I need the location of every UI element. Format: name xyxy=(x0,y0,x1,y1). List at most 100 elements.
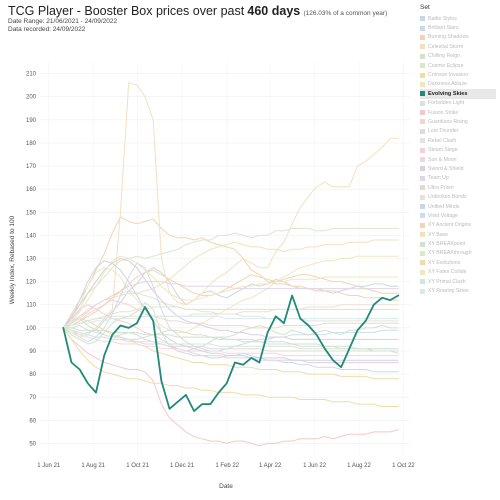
legend-item[interactable]: Sword & Shield xyxy=(420,164,496,173)
legend: Set Battle Styles Brilliant Stars Burning … xyxy=(420,4,496,296)
y-tick-label: 50 xyxy=(29,441,36,447)
legend-label: Ultra Prism xyxy=(428,184,454,191)
legend-item[interactable]: Fusion Strike xyxy=(420,108,496,117)
legend-label: XY Base xyxy=(428,231,449,238)
series-line-xy-primal-clash xyxy=(62,327,399,350)
legend-item[interactable]: Darkness Ablaze xyxy=(420,80,496,89)
legend-swatch xyxy=(420,147,425,153)
date-range: Date Range: 21/06/2021 - 24/09/2022 xyxy=(8,18,118,25)
legend-label: Lost Thunder xyxy=(428,128,459,135)
legend-label: Sword & Shield xyxy=(428,165,464,172)
legend-label: Team Up xyxy=(428,175,449,182)
series-line-vivid-voltage xyxy=(62,262,399,352)
series-line-guardians-rising xyxy=(62,299,399,329)
series-line-unbroken-bonds xyxy=(62,304,399,329)
legend-label: XY BREAKpoint xyxy=(428,241,466,248)
legend-item[interactable]: Brilliant Stars xyxy=(420,23,496,32)
title-days: 460 days xyxy=(247,4,301,18)
y-tick-label: 110 xyxy=(26,303,36,309)
y-tick-label: 160 xyxy=(26,187,37,193)
legend-label: XY Fates Collide xyxy=(428,269,467,276)
legend-item[interactable]: XY Primal Clash xyxy=(420,277,496,286)
legend-item[interactable]: Evolving Skies xyxy=(420,89,496,99)
legend-item[interactable]: XY BREAKthrough xyxy=(420,249,496,258)
legend-item[interactable]: Burning Shadows xyxy=(420,33,496,42)
x-tick-label: 1 Aug 22 xyxy=(347,463,371,469)
legend-swatch xyxy=(420,288,425,294)
legend-item[interactable]: Cosmic Eclipse xyxy=(420,61,496,70)
legend-item[interactable]: XY Ancient Origins xyxy=(420,221,496,230)
legend-swatch xyxy=(420,279,425,285)
x-tick-label: 1 Jun 22 xyxy=(303,463,327,469)
y-tick-label: 90 xyxy=(29,349,36,355)
legend-item[interactable]: Vivid Voltage xyxy=(420,211,496,220)
legend-label: Guardians Rising xyxy=(428,118,468,125)
series-line-xy-base xyxy=(62,82,399,338)
legend-item[interactable]: Sun & Moon xyxy=(420,155,496,164)
legend-label: Steam Siege xyxy=(428,147,458,154)
legend-item[interactable]: XY Fates Collide xyxy=(420,268,496,277)
legend-label: Crimson Invasion xyxy=(428,72,469,79)
legend-swatch xyxy=(420,110,425,116)
legend-label: Forbidden Light xyxy=(428,100,465,107)
legend-item[interactable]: Celestial Storm xyxy=(420,42,496,51)
y-tick-label: 190 xyxy=(26,118,37,124)
title-main: TCG Player - Booster Box prices over pas… xyxy=(8,4,245,18)
legend-item[interactable]: Steam Siege xyxy=(420,145,496,154)
legend-swatch xyxy=(420,100,425,106)
legend-swatch xyxy=(420,72,425,78)
y-tick-label: 200 xyxy=(26,95,37,101)
legend-swatch xyxy=(420,16,425,22)
legend-item[interactable]: Rebel Clash xyxy=(420,136,496,145)
legend-item[interactable]: Unbroken Bonds xyxy=(420,192,496,201)
series-line-battle-styles xyxy=(62,267,399,331)
series-line-sword-shield xyxy=(62,258,399,340)
legend-label: XY Evolutions xyxy=(428,259,461,266)
legend-item[interactable]: Team Up xyxy=(420,174,496,183)
legend-item[interactable]: Ultra Prism xyxy=(420,183,496,192)
chart-header: TCG Player - Booster Box prices over pas… xyxy=(8,4,408,34)
y-tick-label: 80 xyxy=(29,372,36,378)
legend-item[interactable]: Crimson Invasion xyxy=(420,70,496,79)
x-axis-ticks: 1 Jun 21 1 Aug 21 1 Oct 21 1 Dec 21 1 Feb 22… xyxy=(37,463,415,469)
y-tick-label: 140 xyxy=(26,233,37,239)
legend-item[interactable]: Battle Styles xyxy=(420,14,496,23)
legend-swatch xyxy=(420,44,425,50)
legend-item[interactable]: XY Evolutions xyxy=(420,258,496,267)
y-tick-label: 70 xyxy=(29,395,36,401)
legend-item[interactable]: Unified Minds xyxy=(420,202,496,211)
legend-swatch xyxy=(420,185,425,191)
x-tick-label: 1 Oct 22 xyxy=(392,463,415,469)
y-tick-label: 150 xyxy=(26,210,37,216)
y-tick-label: 120 xyxy=(26,280,37,286)
series-line-celestial-storm xyxy=(62,239,399,329)
legend-label: Burning Shadows xyxy=(428,34,469,41)
series-line-lost-thunder xyxy=(62,325,399,350)
x-axis-label: Date xyxy=(219,483,233,490)
legend-item[interactable]: Lost Thunder xyxy=(420,127,496,136)
legend-swatch xyxy=(420,138,425,144)
legend-item[interactable]: Guardians Rising xyxy=(420,117,496,126)
legend-label: Battle Styles xyxy=(428,15,457,22)
legend-swatch xyxy=(420,53,425,59)
legend-swatch xyxy=(420,25,425,31)
series-line-xy-roaring-skies xyxy=(62,315,399,329)
legend-swatch xyxy=(420,119,425,125)
legend-swatch xyxy=(420,232,425,238)
y-axis-label: Weekly Index, Rebased to 100 xyxy=(9,215,16,304)
x-tick-label: 1 Aug 21 xyxy=(81,463,105,469)
legend-swatch xyxy=(420,241,425,247)
legend-item[interactable]: Forbidden Light xyxy=(420,99,496,108)
y-tick-label: 130 xyxy=(26,257,37,263)
legend-label: Evolving Skies xyxy=(428,90,468,97)
gridlines xyxy=(40,62,410,455)
legend-item[interactable]: XY Roaring Skies xyxy=(420,286,496,295)
legend-swatch xyxy=(420,128,425,134)
legend-item[interactable]: Chilling Reign xyxy=(420,52,496,61)
legend-swatch xyxy=(420,250,425,256)
y-tick-label: 210 xyxy=(26,72,37,78)
y-tick-label: 60 xyxy=(29,418,36,424)
legend-item[interactable]: XY Base xyxy=(420,230,496,239)
legend-label: Celestial Storm xyxy=(428,43,464,50)
legend-item[interactable]: XY BREAKpoint xyxy=(420,239,496,248)
